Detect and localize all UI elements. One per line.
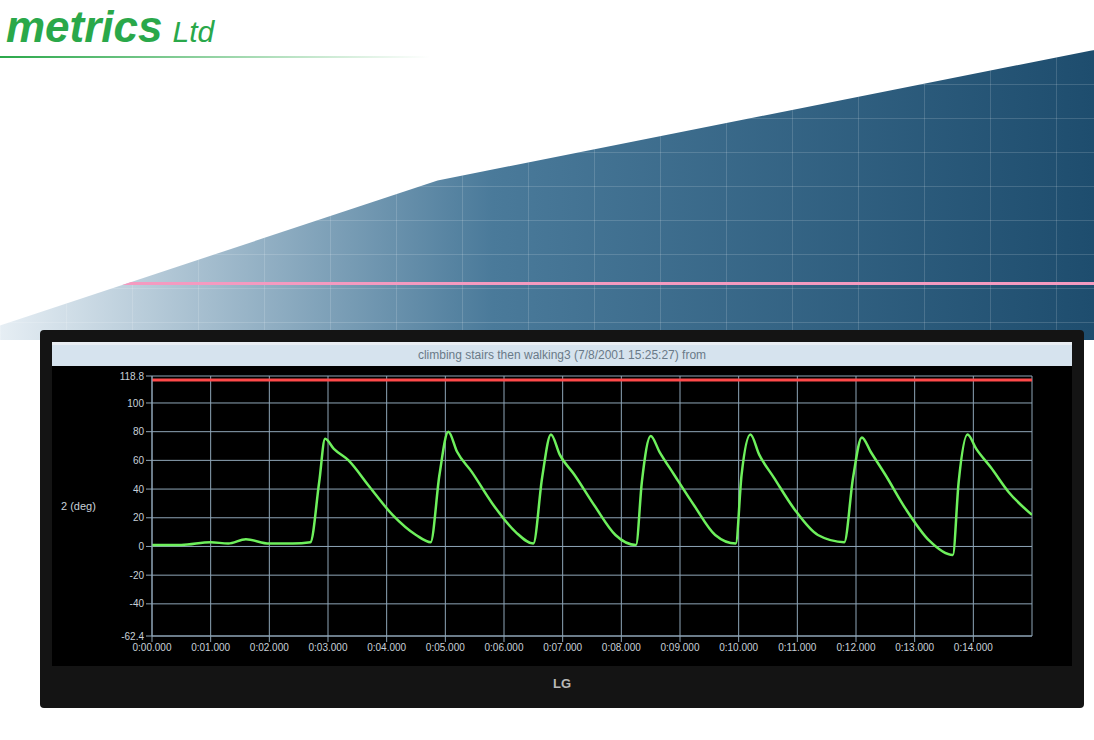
svg-text:60: 60	[133, 455, 145, 466]
html-text:metrics Ltd: metrics Ltd	[6, 2, 215, 51]
svg-text:0:11.000: 0:11.000	[778, 642, 817, 653]
svg-text:0:04.000: 0:04.000	[367, 642, 406, 653]
svg-text:118.8: 118.8	[120, 371, 145, 382]
svg-text:-20: -20	[130, 570, 145, 581]
svg-text:0: 0	[138, 541, 144, 552]
svg-text:0:12.000: 0:12.000	[837, 642, 876, 653]
svg-text:0:14.000: 0:14.000	[954, 642, 993, 653]
svg-text:20: 20	[133, 512, 145, 523]
svg-text:2 (deg): 2 (deg)	[61, 500, 96, 512]
svg-text:0:13.000: 0:13.000	[895, 642, 934, 653]
svg-text:-40: -40	[130, 598, 145, 609]
html-text:climbing stairs then walking3: climbing stairs then walking3 (7/8/2001 …	[417, 348, 707, 362]
svg-text:0:07.000: 0:07.000	[543, 642, 582, 653]
svg-text:0:03.000: 0:03.000	[309, 642, 348, 653]
svg-text:80: 80	[133, 426, 145, 437]
svg-text:40: 40	[133, 484, 145, 495]
svg-text:0:10.000: 0:10.000	[719, 642, 758, 653]
svg-text:100: 100	[127, 398, 144, 409]
svg-text:0:00.000: 0:00.000	[133, 642, 172, 653]
html-text:LG: LG	[553, 676, 571, 691]
svg-text:-62.4: -62.4	[121, 631, 144, 642]
svg-text:0:08.000: 0:08.000	[602, 642, 641, 653]
svg-text:0:09.000: 0:09.000	[661, 642, 700, 653]
svg-text:0:02.000: 0:02.000	[250, 642, 289, 653]
svg-text:0:05.000: 0:05.000	[426, 642, 465, 653]
svg-text:0:06.000: 0:06.000	[485, 642, 524, 653]
svg-text:0:01.000: 0:01.000	[191, 642, 230, 653]
